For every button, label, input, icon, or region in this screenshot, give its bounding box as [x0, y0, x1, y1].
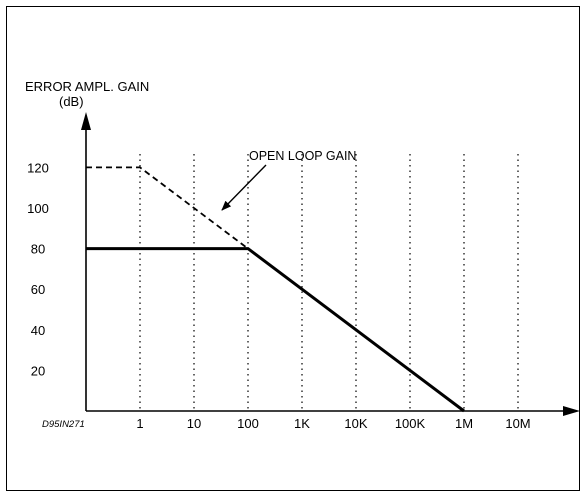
x-tick-label-10M: 10M [505, 416, 530, 431]
x-tick-label-1K: 1K [294, 416, 310, 431]
x-axis-arrow [563, 406, 580, 416]
y-tick-label-120: 120 [27, 160, 49, 175]
error-amp-gain-line [86, 247, 465, 413]
annotation-arrow [221, 164, 267, 211]
x-tick-label-100K: 100K [395, 416, 426, 431]
y-tick-labels: 20 40 60 80 100 120 [27, 160, 49, 378]
y-tick-label-40: 40 [31, 323, 45, 338]
x-tick-labels: 1 10 100 1K 10K 100K 1M 10M [136, 416, 530, 431]
y-axis-arrow [81, 112, 91, 130]
y-tick-label-60: 60 [31, 282, 45, 297]
y-axis-title-line1: ERROR AMPL. GAIN [25, 79, 149, 94]
figure-id: D95IN271 [42, 419, 85, 430]
y-tick-label-80: 80 [31, 242, 45, 257]
x-tick-label-10K: 10K [344, 416, 367, 431]
figure-frame [6, 6, 580, 491]
annotation-label: OPEN LOOP GAIN [249, 149, 356, 163]
y-tick-label-100: 100 [27, 201, 49, 216]
x-tick-label-100: 100 [237, 416, 259, 431]
open-loop-gain-line [86, 166, 465, 412]
x-tick-label-1M: 1M [455, 416, 473, 431]
x-tick-label-10: 10 [187, 416, 201, 431]
y-tick-label-20: 20 [31, 363, 45, 378]
x-tick-label-1: 1 [136, 416, 143, 431]
y-axis-title-line2: (dB) [59, 94, 84, 109]
grid-lines [139, 154, 519, 411]
series-layer [86, 166, 465, 413]
